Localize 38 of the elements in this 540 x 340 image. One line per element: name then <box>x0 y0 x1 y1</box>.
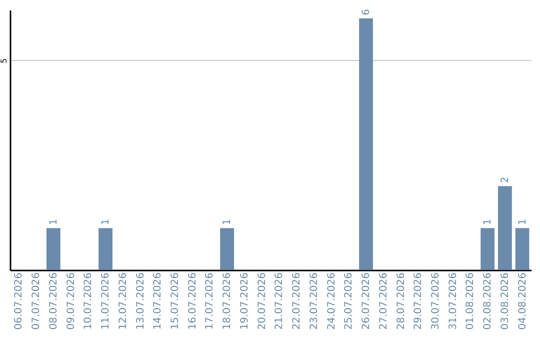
x-tick-label: 04.08.2026 <box>517 272 528 330</box>
data-label: 1 <box>222 218 234 226</box>
x-tick-label: 03.08.2026 <box>500 272 511 330</box>
x-tick-label: 27.07.2026 <box>378 272 390 330</box>
x-tick-label: 20.07.2026 <box>256 272 268 330</box>
x-tick-label: 25.07.2026 <box>344 272 355 330</box>
x-tick-label: 16.07.2026 <box>187 272 198 330</box>
x-tick-label: 02.08.2026 <box>482 272 494 330</box>
x-tick-label: 22.07.2026 <box>292 272 303 330</box>
data-label: 1 <box>100 218 112 226</box>
x-tick-label: 24.07.2026 <box>326 272 338 330</box>
data-label: 1 <box>48 218 60 226</box>
x-tick-label: 26.07.2026 <box>361 272 372 330</box>
x-tick-label: 21.07.2026 <box>274 272 286 330</box>
data-label: 2 <box>500 176 511 184</box>
x-tick-label: 23.07.2026 <box>308 272 320 330</box>
x-tick-label: 28.07.2026 <box>396 272 407 330</box>
x-tick-label: 09.07.2026 <box>66 272 77 330</box>
x-tick-label: 14.07.2026 <box>152 272 164 330</box>
x-tick-label: 18.07.2026 <box>222 272 234 330</box>
x-tick-label: 07.07.2026 <box>31 272 42 330</box>
x-tick-label: 31.07.2026 <box>448 272 459 330</box>
x-tick-label: 30.07.2026 <box>430 272 442 330</box>
x-tick-label: 12.07.2026 <box>118 272 129 330</box>
x-tick-label: 13.07.2026 <box>135 272 146 330</box>
y-tick-label: 5 <box>0 58 8 64</box>
data-label: 1 <box>517 218 528 226</box>
x-tick-label: 11.07.2026 <box>100 272 112 330</box>
data-label: 6 <box>361 9 372 16</box>
data-label: 1 <box>482 218 494 226</box>
x-tick-label: 19.07.2026 <box>239 272 250 330</box>
x-tick-label: 17.07.2026 <box>204 272 216 330</box>
x-tick-label: 29.07.2026 <box>413 272 424 330</box>
x-tick-label: 08.07.2026 <box>48 272 60 330</box>
x-tick-label: 15.07.2026 <box>170 272 181 330</box>
x-tick-label: 10.07.2026 <box>83 272 94 330</box>
x-tick-label: 01.08.2026 <box>465 272 476 330</box>
x-tick-label: 06.07.2026 <box>14 272 25 330</box>
